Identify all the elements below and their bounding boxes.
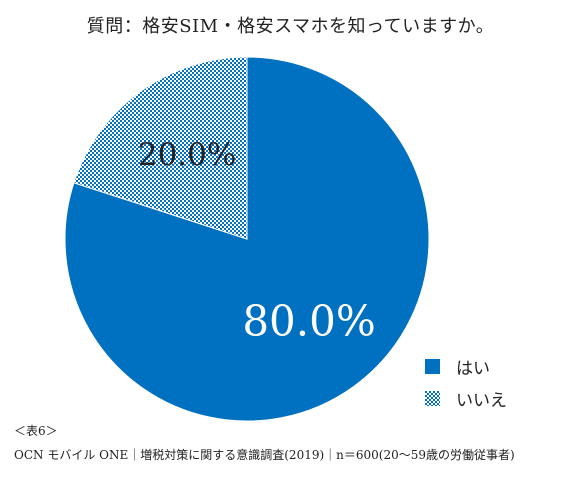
legend-item-no: いいえ	[425, 387, 507, 411]
chart-title: 質問：格安SIM・格安スマホを知っていますか。	[86, 16, 495, 37]
legend-swatch-no	[425, 390, 440, 406]
slice-yes	[64, 56, 430, 422]
slice-label-no: 20.0%	[138, 137, 236, 173]
legend-item-yes: はい	[425, 355, 507, 379]
legend-label-no: いいえ	[456, 390, 507, 411]
legend-label-yes: はい	[456, 358, 490, 379]
slice-no	[73, 56, 248, 240]
legend-swatch-yes	[425, 358, 440, 374]
legend: はい いいえ	[425, 355, 507, 419]
table-note: ＜表6＞	[14, 424, 58, 438]
slice-label-yes: 80.0%	[242, 296, 375, 345]
source-text: OCN モバイル ONE｜増税対策に関する意識調査(2019)｜n＝600(20…	[14, 448, 515, 462]
